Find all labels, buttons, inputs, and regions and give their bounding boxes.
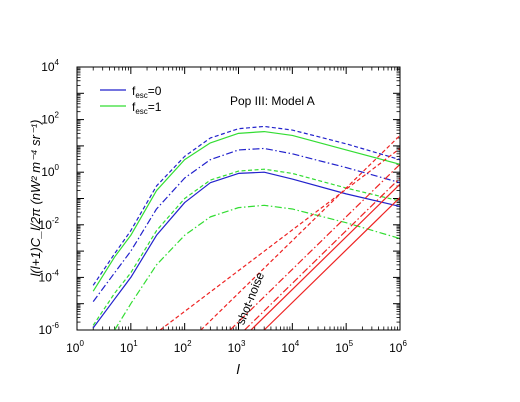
series-line-8	[229, 163, 401, 331]
y-tick-label: 102	[41, 111, 59, 127]
legend: fesc=0 fesc=1	[100, 84, 162, 116]
series-line-5	[114, 204, 401, 331]
series-line-6	[250, 183, 401, 331]
legend-label-0: fesc=0	[132, 84, 162, 100]
series-line-3	[92, 130, 401, 292]
y-tick-label: 10-4	[39, 268, 60, 284]
x-tick-label: 105	[335, 339, 353, 355]
y-tick-labels: 10-6 10-4 10-2 100 102 104	[39, 58, 60, 337]
x-axis-label: l	[236, 361, 240, 377]
x-tick-label: 102	[174, 339, 192, 355]
axis-ticks	[76, 66, 401, 331]
series-line-2	[92, 125, 401, 286]
series-line-10	[200, 135, 401, 331]
y-tick-label: 10-2	[39, 216, 60, 232]
x-tick-label: 101	[120, 339, 138, 355]
x-tick-label: 106	[389, 339, 407, 355]
y-tick-label: 104	[41, 58, 59, 74]
series-line-0	[92, 171, 401, 329]
series-line-9	[244, 177, 401, 331]
series-layer	[92, 125, 401, 331]
x-tick-label: 103	[228, 339, 246, 355]
y-tick-label: 100	[41, 163, 59, 179]
x-tick-labels: 100 101 102 103 104 105 106	[66, 339, 407, 355]
series-line-7	[263, 196, 401, 331]
legend-label-1: fesc=1	[132, 100, 162, 116]
y-axis-label: l(l+1)C_l/2π (nW² m⁻⁴ sr⁻¹)	[28, 120, 43, 277]
x-tick-label: 104	[281, 339, 299, 355]
chart-title: Pop III: Model A	[230, 94, 315, 108]
series-line-1	[92, 147, 401, 302]
y-tick-label: 10-6	[39, 321, 60, 337]
plot-frame	[76, 66, 401, 331]
series-line-11	[159, 147, 401, 331]
x-tick-label: 100	[66, 339, 84, 355]
